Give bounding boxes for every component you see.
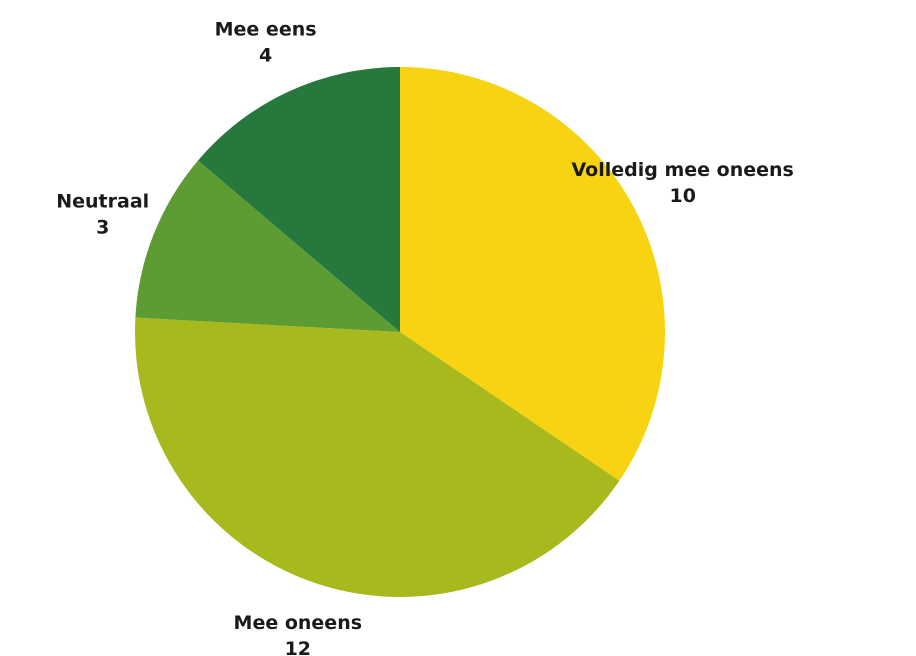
- pie-slice-mee-eens: [198, 67, 400, 332]
- slice-value-mee-eens: 4: [259, 45, 272, 67]
- pie-slices: [135, 67, 665, 597]
- pie-slice-volledig-mee-oneens: [400, 67, 665, 481]
- slice-value-volledig-mee-oneens: 10: [669, 185, 695, 207]
- pie-labels: Volledig mee oneens 10 Mee oneens 12 Neutraa…: [56, 19, 794, 656]
- slice-label-neutraal: Neutraal: [56, 191, 149, 213]
- pie-slice-neutraal: [135, 160, 400, 332]
- pie-slice-mee-oneens: [135, 317, 620, 597]
- slice-label-volledig-mee-oneens: Volledig mee oneens: [572, 159, 794, 181]
- slice-label-mee-oneens: Mee oneens: [234, 612, 362, 634]
- slice-value-mee-oneens: 12: [285, 638, 311, 656]
- slice-value-neutraal: 3: [96, 217, 109, 239]
- slice-label-mee-eens: Mee eens: [215, 19, 317, 41]
